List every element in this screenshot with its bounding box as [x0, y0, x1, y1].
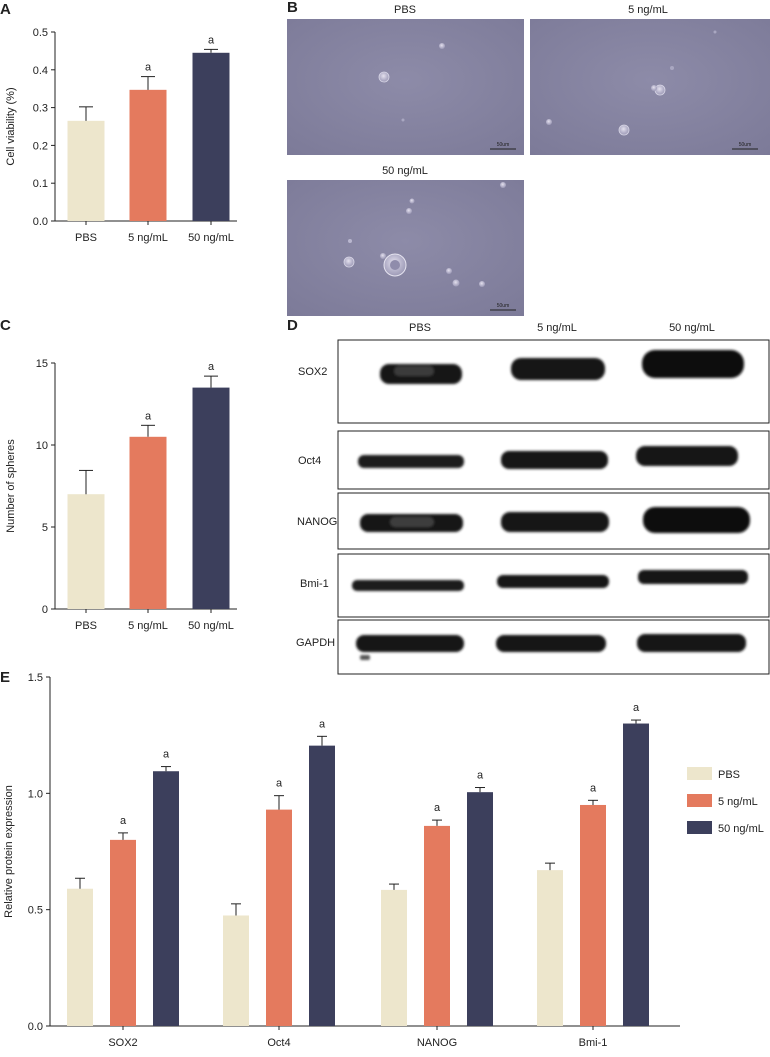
blot-strip-oct4	[337, 430, 770, 490]
significance-label: a	[163, 749, 170, 761]
x-tick-label: 5 ng/mL	[128, 232, 168, 244]
significance-label: a	[276, 778, 283, 790]
micrograph-title-5ng: 5 ng/mL	[628, 4, 668, 16]
y-tick-label: 0.0	[28, 1021, 43, 1033]
blot-column-pbs: PBS	[409, 322, 431, 334]
blot-column-50ng: 50 ng/mL	[669, 322, 715, 334]
blot-row-label-gapdh: GAPDH	[296, 637, 335, 649]
micrograph-image-5ng: 50um	[530, 19, 770, 155]
blot-row-label-sox2: SOX2	[298, 366, 327, 378]
scale-bar-label: 50um	[497, 303, 510, 309]
scale-bar-label: 50um	[739, 142, 752, 148]
legend-label: 5 ng/mL	[718, 796, 758, 808]
y-tick-label: 0.0	[33, 216, 48, 228]
y-tick-label: 0.5	[33, 27, 48, 39]
bar	[537, 870, 563, 1026]
y-tick-label: 0.3	[33, 103, 48, 115]
micrograph-panel: PBS 5 ng/mL 50 ng/mL 50um 50um	[287, 4, 770, 316]
legend-swatch	[687, 794, 712, 807]
micrograph-title-pbs: PBS	[394, 4, 416, 16]
bar	[580, 804, 606, 1026]
blot-strip-bmi1	[337, 553, 770, 618]
y-tick-label: 0.5	[28, 905, 43, 917]
y-tick-label: 0	[42, 604, 48, 616]
blot-row-label-bmi1: Bmi-1	[300, 578, 329, 590]
micrograph-image-50ng: 50um	[287, 180, 524, 316]
blot-strip-nanog	[337, 492, 770, 550]
panel-letter-b: B	[287, 0, 298, 16]
y-tick-label: 1.0	[28, 788, 43, 800]
legend-swatch	[687, 767, 712, 780]
x-tick-label: SOX2	[108, 1037, 137, 1049]
significance-label: a	[434, 802, 441, 814]
bar	[129, 89, 167, 221]
panel-letter-c: C	[0, 317, 11, 334]
bar	[67, 120, 105, 221]
bar	[424, 825, 450, 1026]
bar	[153, 771, 179, 1026]
bar	[381, 889, 407, 1026]
blot-row-label-oct4: Oct4	[298, 455, 321, 467]
y-axis-label: Number of spheres	[5, 439, 17, 533]
chart-cell-viability: 0.0 0.1 0.2 0.3 0.4 0.5 Cell viability (%) PBS 5…	[5, 27, 237, 244]
bar	[266, 809, 292, 1026]
panel-letter-a: A	[0, 1, 11, 18]
scale-bar-label: 50um	[497, 142, 510, 148]
panel-letter-d: D	[287, 317, 298, 334]
significance-label: a	[145, 62, 152, 74]
y-axis-label: Relative protein expression	[3, 785, 15, 918]
western-blot-panel: PBS 5 ng/mL 50 ng/mL SOX2 Oct4 NANOG	[296, 322, 770, 675]
x-tick-label: NANOG	[417, 1037, 457, 1049]
y-axis-label: Cell viability (%)	[5, 87, 17, 165]
significance-label: a	[633, 702, 640, 714]
significance-label: a	[208, 34, 215, 46]
blot-column-5ng: 5 ng/mL	[537, 322, 577, 334]
x-tick-label: PBS	[75, 620, 97, 632]
y-tick-label: 0.1	[33, 178, 48, 190]
significance-label: a	[145, 410, 152, 422]
significance-label: a	[590, 782, 597, 794]
x-tick-label: 5 ng/mL	[128, 620, 168, 632]
y-tick-label: 0.2	[33, 140, 48, 152]
legend-label: PBS	[718, 769, 740, 781]
micrograph-title-50ng: 50 ng/mL	[382, 165, 428, 177]
chart-number-of-spheres: 0 5 10 15 Number of spheres PBS 5 ng/mL a 50 ng/…	[5, 358, 237, 632]
legend: PBS 5 ng/mL 50 ng/mL	[687, 767, 764, 835]
bar	[67, 888, 93, 1026]
y-tick-label: 15	[36, 358, 48, 370]
blot-strip-sox2	[337, 339, 770, 424]
x-tick-label: Bmi-1	[579, 1037, 608, 1049]
bar	[67, 494, 105, 609]
micrograph-image-pbs: 50um	[287, 19, 524, 155]
significance-label: a	[208, 361, 215, 373]
x-tick-label: 50 ng/mL	[188, 232, 234, 244]
x-tick-label: Oct4	[267, 1037, 290, 1049]
blot-row-label-nanog: NANOG	[297, 516, 337, 528]
significance-label: a	[477, 770, 484, 782]
y-tick-label: 5	[42, 522, 48, 534]
bar	[192, 387, 230, 609]
blot-strip-gapdh	[337, 619, 770, 675]
bar	[467, 792, 493, 1026]
bar	[623, 723, 649, 1026]
x-tick-label: 50 ng/mL	[188, 620, 234, 632]
bar	[192, 52, 230, 221]
bar	[309, 745, 335, 1026]
panel-letter-e: E	[0, 669, 10, 686]
y-tick-label: 1.5	[28, 672, 43, 684]
legend-swatch	[687, 821, 712, 834]
bar	[110, 839, 136, 1026]
y-tick-label: 0.4	[33, 65, 48, 77]
bar	[129, 436, 167, 609]
y-tick-label: 10	[36, 440, 48, 452]
significance-label: a	[319, 718, 326, 730]
bar	[223, 915, 249, 1026]
legend-label: 50 ng/mL	[718, 823, 764, 835]
chart-relative-protein-expression: 0.0 0.5 1.0 1.5 Relative protein expression a…	[3, 672, 764, 1049]
x-tick-label: PBS	[75, 232, 97, 244]
significance-label: a	[120, 815, 127, 827]
